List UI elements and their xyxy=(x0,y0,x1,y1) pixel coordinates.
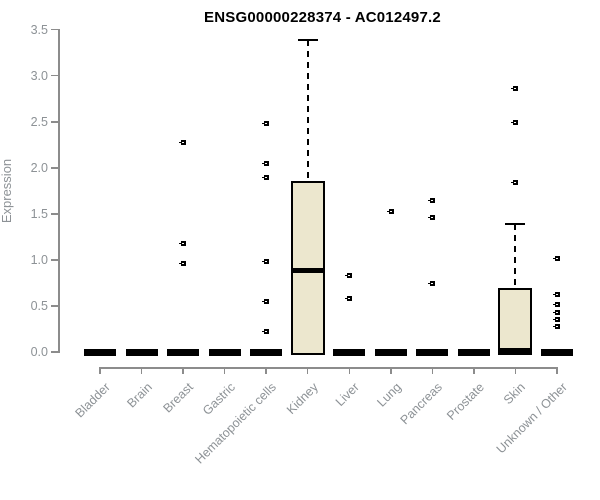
zero-expression-bar xyxy=(457,349,490,356)
upper-whisker xyxy=(514,223,517,289)
outlier-point xyxy=(511,120,519,126)
zero-expression-bar xyxy=(125,349,158,356)
y-tick xyxy=(51,167,58,169)
y-tick-label: 3.5 xyxy=(30,22,48,37)
y-tick xyxy=(51,305,58,307)
outlier-point xyxy=(511,180,519,186)
zero-expression-bar xyxy=(250,349,283,356)
outlier-point xyxy=(552,317,560,323)
y-tick xyxy=(51,74,58,77)
y-tick-label: 2.0 xyxy=(30,160,48,175)
outlier-point xyxy=(179,261,187,267)
y-axis-line xyxy=(58,29,60,353)
whisker-cap xyxy=(297,38,318,42)
outlier-point xyxy=(552,255,560,261)
x-tick xyxy=(306,367,309,374)
x-tick xyxy=(390,367,392,374)
zero-expression-bar xyxy=(333,349,366,356)
x-tick xyxy=(431,367,434,374)
zero-expression-bar xyxy=(84,349,116,356)
zero-expression-bar xyxy=(208,349,241,356)
zero-expression-bar xyxy=(540,349,573,356)
zero-expression-bar xyxy=(167,349,200,356)
outlier-point xyxy=(179,240,187,246)
y-tick xyxy=(51,351,58,353)
x-axis-line xyxy=(100,367,557,369)
outlier-point xyxy=(428,198,436,204)
outlier-point xyxy=(262,298,270,304)
x-tick xyxy=(348,367,351,374)
outlier-point xyxy=(386,208,394,214)
zero-expression-bar xyxy=(374,349,407,356)
box xyxy=(498,288,533,355)
whisker-cap xyxy=(505,222,526,226)
y-tick-label: 1.0 xyxy=(30,252,48,267)
x-tick xyxy=(99,367,101,374)
y-tick xyxy=(51,213,58,215)
y-tick xyxy=(51,121,58,123)
outlier-point xyxy=(262,329,270,335)
y-tick xyxy=(51,259,58,261)
x-tick xyxy=(223,367,226,374)
outlier-point xyxy=(552,301,560,307)
outlier-point xyxy=(262,121,270,127)
y-tick-label: 0.0 xyxy=(30,345,48,359)
outlier-point xyxy=(552,309,560,315)
outlier-point xyxy=(428,281,436,287)
outlier-point xyxy=(428,215,436,221)
x-tick xyxy=(140,367,143,374)
outlier-point xyxy=(262,259,270,265)
chart-title: ENSG00000228374 - AC012497.2 xyxy=(204,9,441,26)
y-tick xyxy=(51,28,58,31)
outlier-point xyxy=(552,292,560,298)
y-tick-label: 3.0 xyxy=(30,68,48,83)
y-tick-label: 0.5 xyxy=(30,298,48,313)
outlier-point xyxy=(262,175,270,181)
x-tick xyxy=(514,367,517,374)
outlier-point xyxy=(511,86,519,92)
y-tick-label: 2.5 xyxy=(30,114,48,129)
outlier-point xyxy=(345,273,353,279)
median-line xyxy=(498,347,533,353)
outlier-point xyxy=(345,296,353,302)
x-tick xyxy=(182,367,184,374)
y-tick-label: 1.5 xyxy=(30,206,48,221)
median-line xyxy=(290,267,325,273)
x-tick xyxy=(473,367,475,374)
x-tick xyxy=(556,367,558,374)
outlier-point xyxy=(179,139,187,145)
x-tick xyxy=(265,367,267,374)
outlier-point xyxy=(552,323,560,329)
upper-whisker xyxy=(306,39,309,181)
zero-expression-bar xyxy=(416,349,449,356)
outlier-point xyxy=(262,160,270,166)
